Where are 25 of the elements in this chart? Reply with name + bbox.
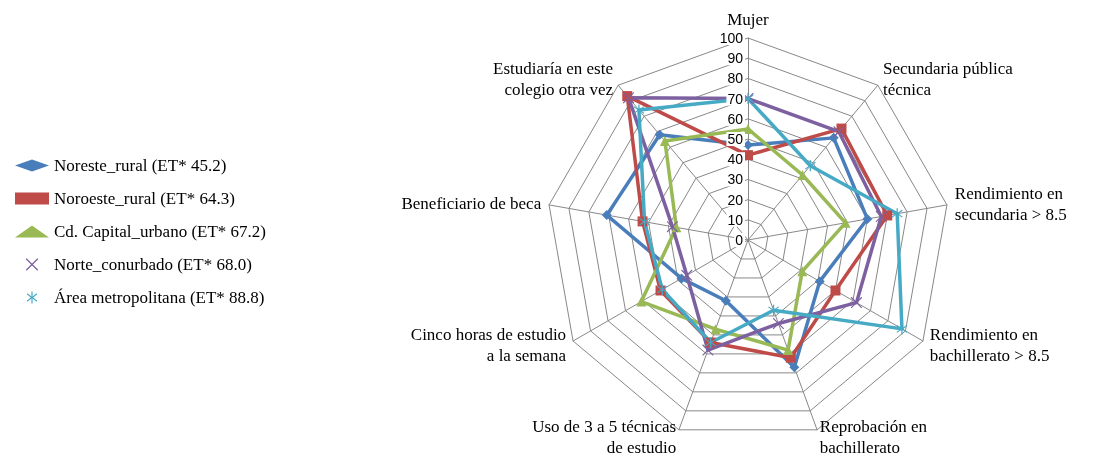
spoke-label: Estudiaría en este colegio otra vez bbox=[493, 59, 614, 100]
spoke-label: Rendimiento en bachillerato > 8.5 bbox=[929, 325, 1050, 365]
y-tick-label: 10 bbox=[727, 211, 744, 228]
y-tick-label: 50 bbox=[727, 131, 744, 147]
spoke-label: Mujer bbox=[727, 10, 770, 29]
legend-label: Área metropolitana (ET* 88.8) bbox=[54, 288, 265, 307]
legend-label: Cd. Capital_urbano (ET* 67.2) bbox=[54, 222, 266, 241]
y-tick-label: 20 bbox=[727, 191, 744, 208]
spoke-label: Rendimiento en secundaria > 8.5 bbox=[954, 183, 1067, 224]
spoke-label: Secundaria pública técnica bbox=[882, 59, 1014, 100]
y-tick-label: 100 bbox=[719, 30, 744, 46]
y-tick-label: 0 bbox=[735, 232, 744, 248]
legend-label: Norte_conurbado (ET* 68.0) bbox=[54, 255, 252, 274]
spoke-label: Beneficiario de beca bbox=[401, 194, 542, 214]
spoke-label: Uso de 3 a 5 técnicas de estudio bbox=[532, 417, 677, 458]
legend-label: Noreste_rural (ET* 45.2) bbox=[54, 156, 227, 175]
y-tick-label: 60 bbox=[727, 110, 744, 127]
spoke-label: Cinco horas de estudio a la semana bbox=[410, 325, 567, 365]
y-tick-label: 70 bbox=[727, 90, 744, 107]
y-tick-label: 40 bbox=[727, 151, 744, 168]
y-tick-label: 30 bbox=[727, 171, 744, 188]
legend-label: Noroeste_rural (ET* 64.3) bbox=[54, 189, 235, 208]
spoke-label: Reprobación en bachillerato bbox=[819, 417, 928, 458]
y-tick-label: 80 bbox=[727, 70, 744, 87]
y-tick-label: 90 bbox=[727, 50, 744, 67]
